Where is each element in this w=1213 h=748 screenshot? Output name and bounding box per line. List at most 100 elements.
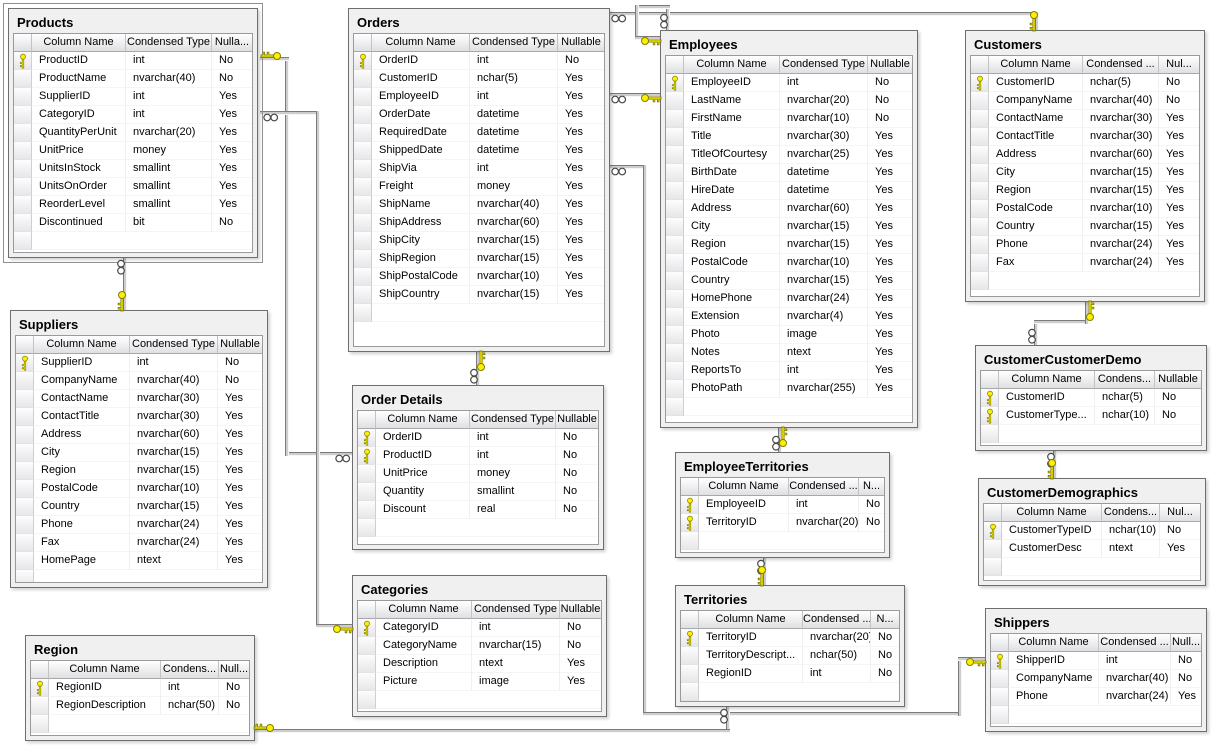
key-icon[interactable] [260, 51, 282, 64]
row-selector-header [16, 336, 34, 354]
column-row: ReportsTo int Yes [666, 362, 912, 380]
relationship-products-categories-line[interactable] [260, 111, 320, 115]
many-icon[interactable] [772, 434, 785, 452]
table-title-customercustomerdemo[interactable]: CustomerCustomerDemo [984, 352, 1142, 367]
table-shippers[interactable]: Shippers Column Name Condensed ... Null... S… [985, 608, 1207, 732]
column-header-row: Column Name Condens... Nul... [984, 504, 1200, 522]
column-nullable: No [212, 214, 252, 232]
table-customerdemographics[interactable]: CustomerDemographics Column Name Condens..… [978, 478, 1206, 586]
relationship-employees-employees-line[interactable] [635, 5, 639, 40]
table-title-customerdemographics[interactable]: CustomerDemographics [987, 485, 1138, 500]
row-selector [358, 619, 376, 637]
table-categories[interactable]: Categories Column Name Condensed Type Nulla… [352, 575, 607, 717]
column-type: money [126, 142, 212, 160]
table-employees[interactable]: Employees Column Name Condensed Type Nullab… [660, 30, 918, 428]
relationship-orders-shippers-line[interactable] [643, 712, 962, 716]
table-title-order-details[interactable]: Order Details [361, 392, 443, 407]
column-name: EmployeeID [699, 496, 789, 514]
primary-key-icon [686, 630, 693, 646]
table-title-region[interactable]: Region [34, 642, 79, 657]
key-icon[interactable] [1082, 300, 1095, 322]
table-suppliers[interactable]: Suppliers Column Name Condensed Type Nullab… [10, 310, 268, 588]
table-order-details[interactable]: Order Details Column Name Condensed Type Nu… [352, 385, 604, 550]
many-icon[interactable] [660, 12, 673, 30]
relationship-orders-employees-line[interactable] [608, 93, 662, 97]
table-title-shippers[interactable]: Shippers [994, 615, 1050, 630]
relationship-territories-region-line[interactable] [253, 729, 730, 733]
many-icon[interactable] [610, 91, 628, 103]
key-icon[interactable] [965, 654, 987, 667]
relationship-order-details-products-line[interactable] [285, 57, 289, 456]
column-header: Nulla... [212, 34, 252, 52]
table-title-employees[interactable]: Employees [669, 37, 738, 52]
many-icon[interactable] [610, 163, 628, 175]
relationship-orders-customers-line[interactable] [608, 12, 1039, 16]
table-title-categories[interactable]: Categories [361, 582, 429, 597]
relationship-orders-shippers-line[interactable] [608, 165, 647, 169]
column-name: ProductID [32, 52, 126, 70]
column-nullable: Yes [868, 146, 912, 164]
column-type: ntext [1102, 540, 1160, 558]
row-selector [984, 522, 1002, 540]
relationship-orders-shippers-line[interactable] [958, 657, 962, 716]
table-title-orders[interactable]: Orders [357, 15, 400, 30]
column-type: nvarchar(10) [780, 254, 868, 272]
relationship-employees-employees-line[interactable] [635, 5, 670, 9]
column-name: Description [376, 655, 472, 673]
empty-cell [1002, 558, 1200, 576]
key-icon[interactable] [1029, 10, 1042, 32]
primary-key-icon [986, 408, 993, 424]
relationship-orders-shippers-line[interactable] [643, 165, 647, 716]
relationship-products-suppliers-line[interactable] [123, 256, 127, 312]
column-name: Country [684, 272, 780, 290]
table-products[interactable]: Products Column Name Condensed Type Nulla..… [3, 3, 263, 263]
table-title-territories[interactable]: Territories [684, 592, 748, 607]
key-icon[interactable] [640, 90, 662, 103]
table-title-employeeterritories[interactable]: EmployeeTerritories [684, 459, 809, 474]
table-title-customers[interactable]: Customers [974, 37, 1042, 52]
column-row: PostalCode nvarchar(10) Yes [971, 200, 1199, 218]
key-icon[interactable] [473, 350, 486, 372]
key-icon[interactable] [775, 426, 788, 448]
column-header: Condensed Type [470, 34, 558, 52]
key-icon[interactable] [640, 33, 662, 46]
column-type: int [470, 88, 558, 106]
many-icon[interactable] [262, 109, 280, 121]
table-territories[interactable]: Territories Column Name Condensed ... N... T… [675, 585, 905, 707]
column-row: EmployeeID int No [666, 74, 912, 92]
table-title-products[interactable]: Products [17, 15, 74, 30]
table-employeeterritories[interactable]: EmployeeTerritories Column Name Condensed … [675, 452, 890, 558]
column-nullable: No [560, 619, 601, 637]
many-icon[interactable] [720, 707, 733, 725]
table-customers[interactable]: Customers Column Name Condensed ... Nul... C… [965, 30, 1205, 302]
table-region[interactable]: Region Column Name Condens... Null... Region… [25, 635, 255, 741]
key-icon[interactable] [332, 621, 354, 634]
column-name: RegionDescription [49, 697, 161, 715]
many-icon[interactable] [1028, 327, 1041, 345]
column-type: nvarchar(15) [1083, 218, 1159, 236]
row-selector [16, 516, 34, 534]
key-icon[interactable] [117, 290, 130, 312]
column-header: Nullable [556, 411, 598, 429]
many-icon[interactable] [117, 258, 130, 276]
relationship-products-categories-line[interactable] [316, 111, 320, 628]
column-row: OrderDate datetime Yes [354, 106, 604, 124]
key-icon[interactable] [757, 565, 770, 587]
many-icon[interactable] [470, 367, 483, 385]
row-selector [358, 483, 376, 501]
column-name: RequiredDate [372, 124, 470, 142]
key-icon[interactable] [1047, 458, 1060, 480]
column-row: CategoryName nvarchar(15) No [358, 637, 601, 655]
column-type: ntext [130, 552, 218, 570]
table-title-suppliers[interactable]: Suppliers [19, 317, 79, 332]
key-icon[interactable] [253, 723, 275, 736]
column-type: smallint [126, 160, 212, 178]
relationship-customercustomerdemo-customers-line[interactable] [1034, 320, 1089, 324]
empty-cell [684, 398, 912, 416]
table-orders[interactable]: Orders Column Name Condensed Type Nullable O… [348, 8, 610, 352]
many-icon[interactable] [610, 10, 628, 22]
table-customercustomerdemo[interactable]: CustomerCustomerDemo Column Name Condens..… [975, 345, 1207, 451]
column-type: bit [126, 214, 212, 232]
many-icon[interactable] [334, 450, 352, 462]
